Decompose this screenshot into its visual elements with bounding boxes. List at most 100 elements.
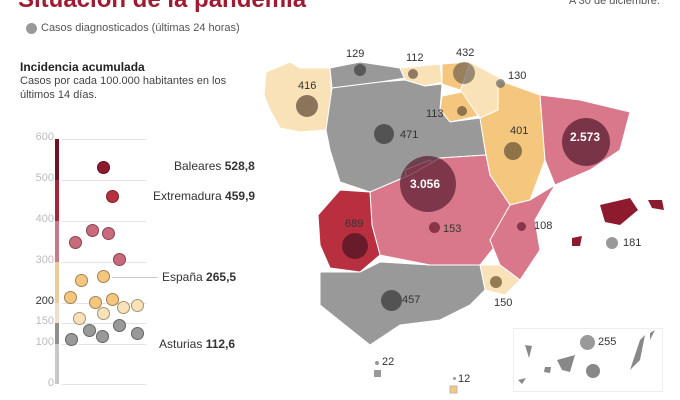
page-title: Situación de la pandemia [18,0,306,14]
ytick: 100 [35,336,54,348]
bubble-andalucia [381,290,402,311]
bubble-cantabria [408,69,418,79]
cases-aragon: 401 [510,125,529,137]
gridline [62,344,146,345]
cases-pais-vasco: 432 [456,47,475,59]
bubble-cataluna [562,118,610,166]
bubble-ceuta [375,361,379,365]
ytick: 400 [35,213,54,225]
legend-label: Casos diagnosticados (últimas 24 horas) [41,22,240,34]
cases-valencia: 108 [534,220,553,232]
data-point [97,270,110,283]
cases-cataluna: 2.573 [570,130,601,144]
axis-band-low [55,303,59,323]
cases-cantabria: 112 [406,52,424,64]
region-valencia [489,183,557,281]
data-point [65,333,78,346]
bubble-castilla-leon [374,124,394,144]
annotation-asturias: Asturias 112,6 [159,337,236,351]
incidence-subtitle: Casos por cada 100.000 habitantes en los… [20,75,227,101]
legend: Casos diagnosticados (últimas 24 horas) [26,22,240,34]
data-point [131,299,144,312]
bubble-madrid [400,156,456,212]
date-label: A 30 de diciembre. [568,0,660,7]
cases-baleares: 181 [623,237,642,249]
data-point [73,312,86,325]
data-point [102,227,115,240]
bubble-melilla [453,377,456,380]
data-point [113,253,126,266]
data-point [106,190,119,203]
bubble-baleares [606,237,618,249]
data-point [106,293,119,306]
cases-canarias: 255 [598,336,617,348]
data-point [97,161,110,174]
bubble-extremadura [342,233,368,259]
data-point [89,296,102,309]
region-ibiza [572,236,582,246]
canarias-inset [513,328,663,392]
data-point [131,327,144,340]
bubble-la-rioja [457,106,467,116]
bubble-castilla-la-mancha [429,222,440,233]
cases-ceuta: 22 [382,356,395,368]
axis-band-medium-high [55,221,59,262]
cases-melilla: 12 [458,373,471,385]
gridline [62,180,146,181]
cases-asturias: 129 [346,48,365,60]
data-point [96,330,109,343]
axis-band-lowest [55,323,59,344]
region-andalucia [319,261,486,346]
gridline [62,139,146,140]
bubble-pais-vasco [453,62,475,84]
axis-band-high [55,180,59,221]
bubble-asturias [354,64,366,76]
bubble-murcia [490,276,502,288]
annotation-baleares: Baleares 528,8 [174,159,255,173]
gridline [62,303,146,304]
melilla-marker [449,385,458,394]
gridline [62,384,146,385]
data-point [83,324,96,337]
island [525,345,532,358]
cases-castilla-leon: 471 [400,129,419,141]
bubble-navarra [496,79,505,88]
cases-castilla-la-mancha: 153 [443,223,462,235]
axis-band-very-high [55,139,59,180]
data-point [97,307,110,320]
island [557,355,575,372]
island [518,378,526,384]
annotation-espana: España 265,5 [162,270,237,284]
bubble-galicia [296,95,318,117]
ytick: 500 [35,172,54,184]
gridline [62,323,146,324]
bubble-aragon [504,142,522,160]
ytick: 200 [35,295,54,307]
bubble-valencia [517,222,526,231]
ytick: 0 [47,377,54,389]
annotation-extremadura: Extremadura 459,9 [153,189,256,203]
incidence-chart: 600 500 400 300 200 150 100 0 Baleares 5… [0,125,260,400]
ytick: 600 [35,131,54,143]
region-menorca [648,200,664,210]
cases-la-rioja: 113 [426,108,444,120]
cases-madrid: 3.056 [410,177,441,191]
data-point [64,291,77,304]
island [650,330,655,340]
cases-extremadura: 689 [345,218,364,230]
data-point [75,274,88,287]
gridline [62,262,146,263]
region-galicia [263,61,333,133]
gray-circle-icon [26,22,37,34]
island [586,364,600,378]
ytick: 300 [35,254,54,266]
cases-andalucia: 457 [402,294,421,306]
incidence-title: Incidencia acumulada [20,60,145,74]
region-mallorca [600,198,638,225]
data-point [113,319,126,332]
spain-leader-line [112,277,158,278]
island [630,335,645,370]
gridline [62,221,146,222]
island [544,367,551,373]
ceuta-marker [374,370,381,377]
